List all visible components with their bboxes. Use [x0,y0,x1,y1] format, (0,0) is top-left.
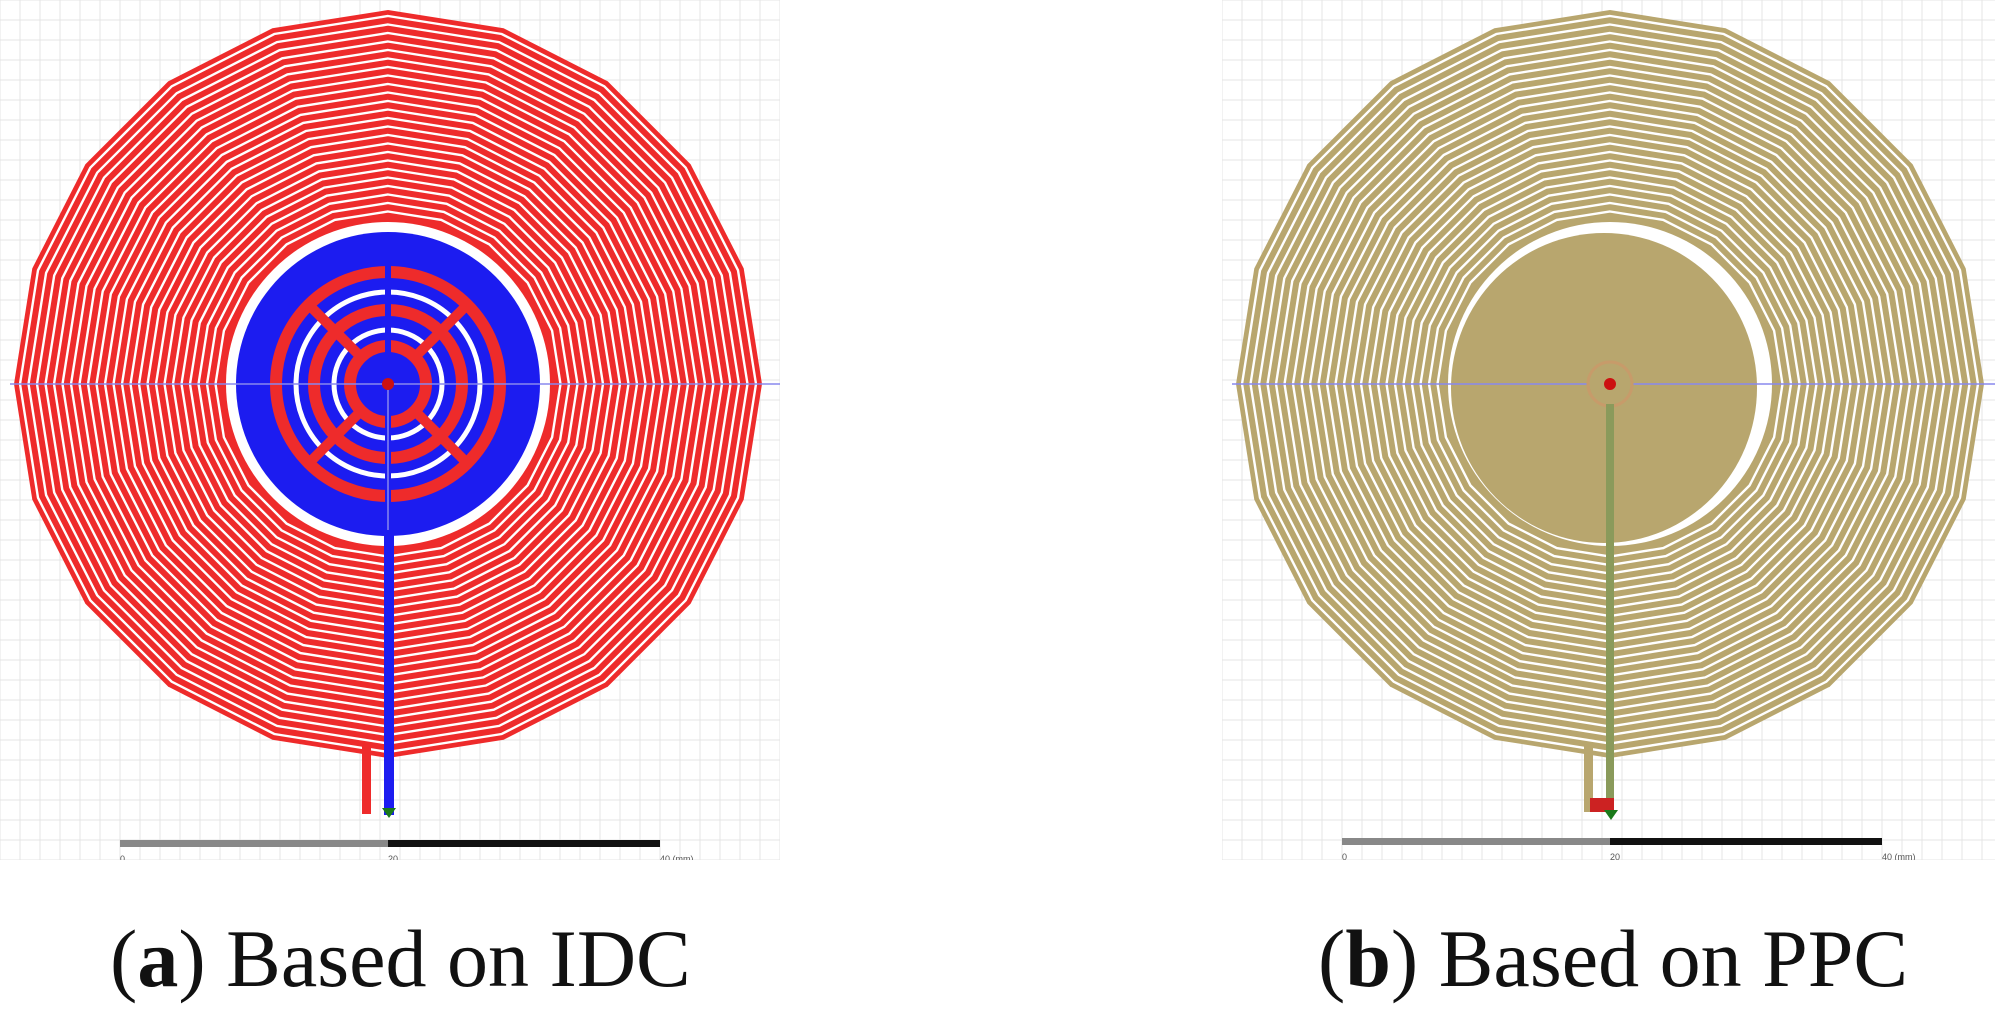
idc-spoke [305,301,364,360]
feed-line [384,530,394,815]
caption-a-text: Based on IDC [205,913,691,1004]
scale-bar-label: 0 [1342,852,1347,860]
caption-b-letter: b [1345,913,1391,1004]
center-point [382,378,394,390]
coil-lead-tail [362,742,371,814]
coil-lead-tail [1584,742,1593,812]
scale-bar-left [120,840,388,847]
feed-arrow [382,808,396,818]
scale-bar-right [388,840,660,847]
port-block [1590,798,1614,812]
idc-coil-diagram: 0 20 40 (mm) [0,0,780,860]
caption-b-text: Based on PPC [1418,913,1909,1004]
panel-a-idc-coil: 0 20 40 (mm) [0,0,780,860]
scale-bar-label: 40 (mm) [1882,852,1916,860]
scale-bar-label: 20 [1610,852,1620,860]
scale-bar-label: 20 [388,854,398,860]
panel-b-ppc-coil: 0 20 40 (mm) [1222,0,1995,860]
scale-bar-left [1342,838,1610,845]
scale-bar-label: 40 (mm) [660,854,694,860]
caption-a: (a) Based on IDC [110,913,691,1004]
feed-line [1606,404,1614,804]
center-point [1604,378,1616,390]
idc-spoke [412,301,471,360]
scale-bar-right [1610,838,1882,845]
feed-arrow [1604,810,1618,820]
scale-bar-label: 0 [120,854,125,860]
caption-b: (b) Based on PPC [1318,913,1909,1004]
idc-spoke [412,408,471,467]
caption-a-letter: a [137,913,179,1004]
idc-spoke [305,408,364,467]
ppc-coil-diagram: 0 20 40 (mm) [1222,0,1995,860]
